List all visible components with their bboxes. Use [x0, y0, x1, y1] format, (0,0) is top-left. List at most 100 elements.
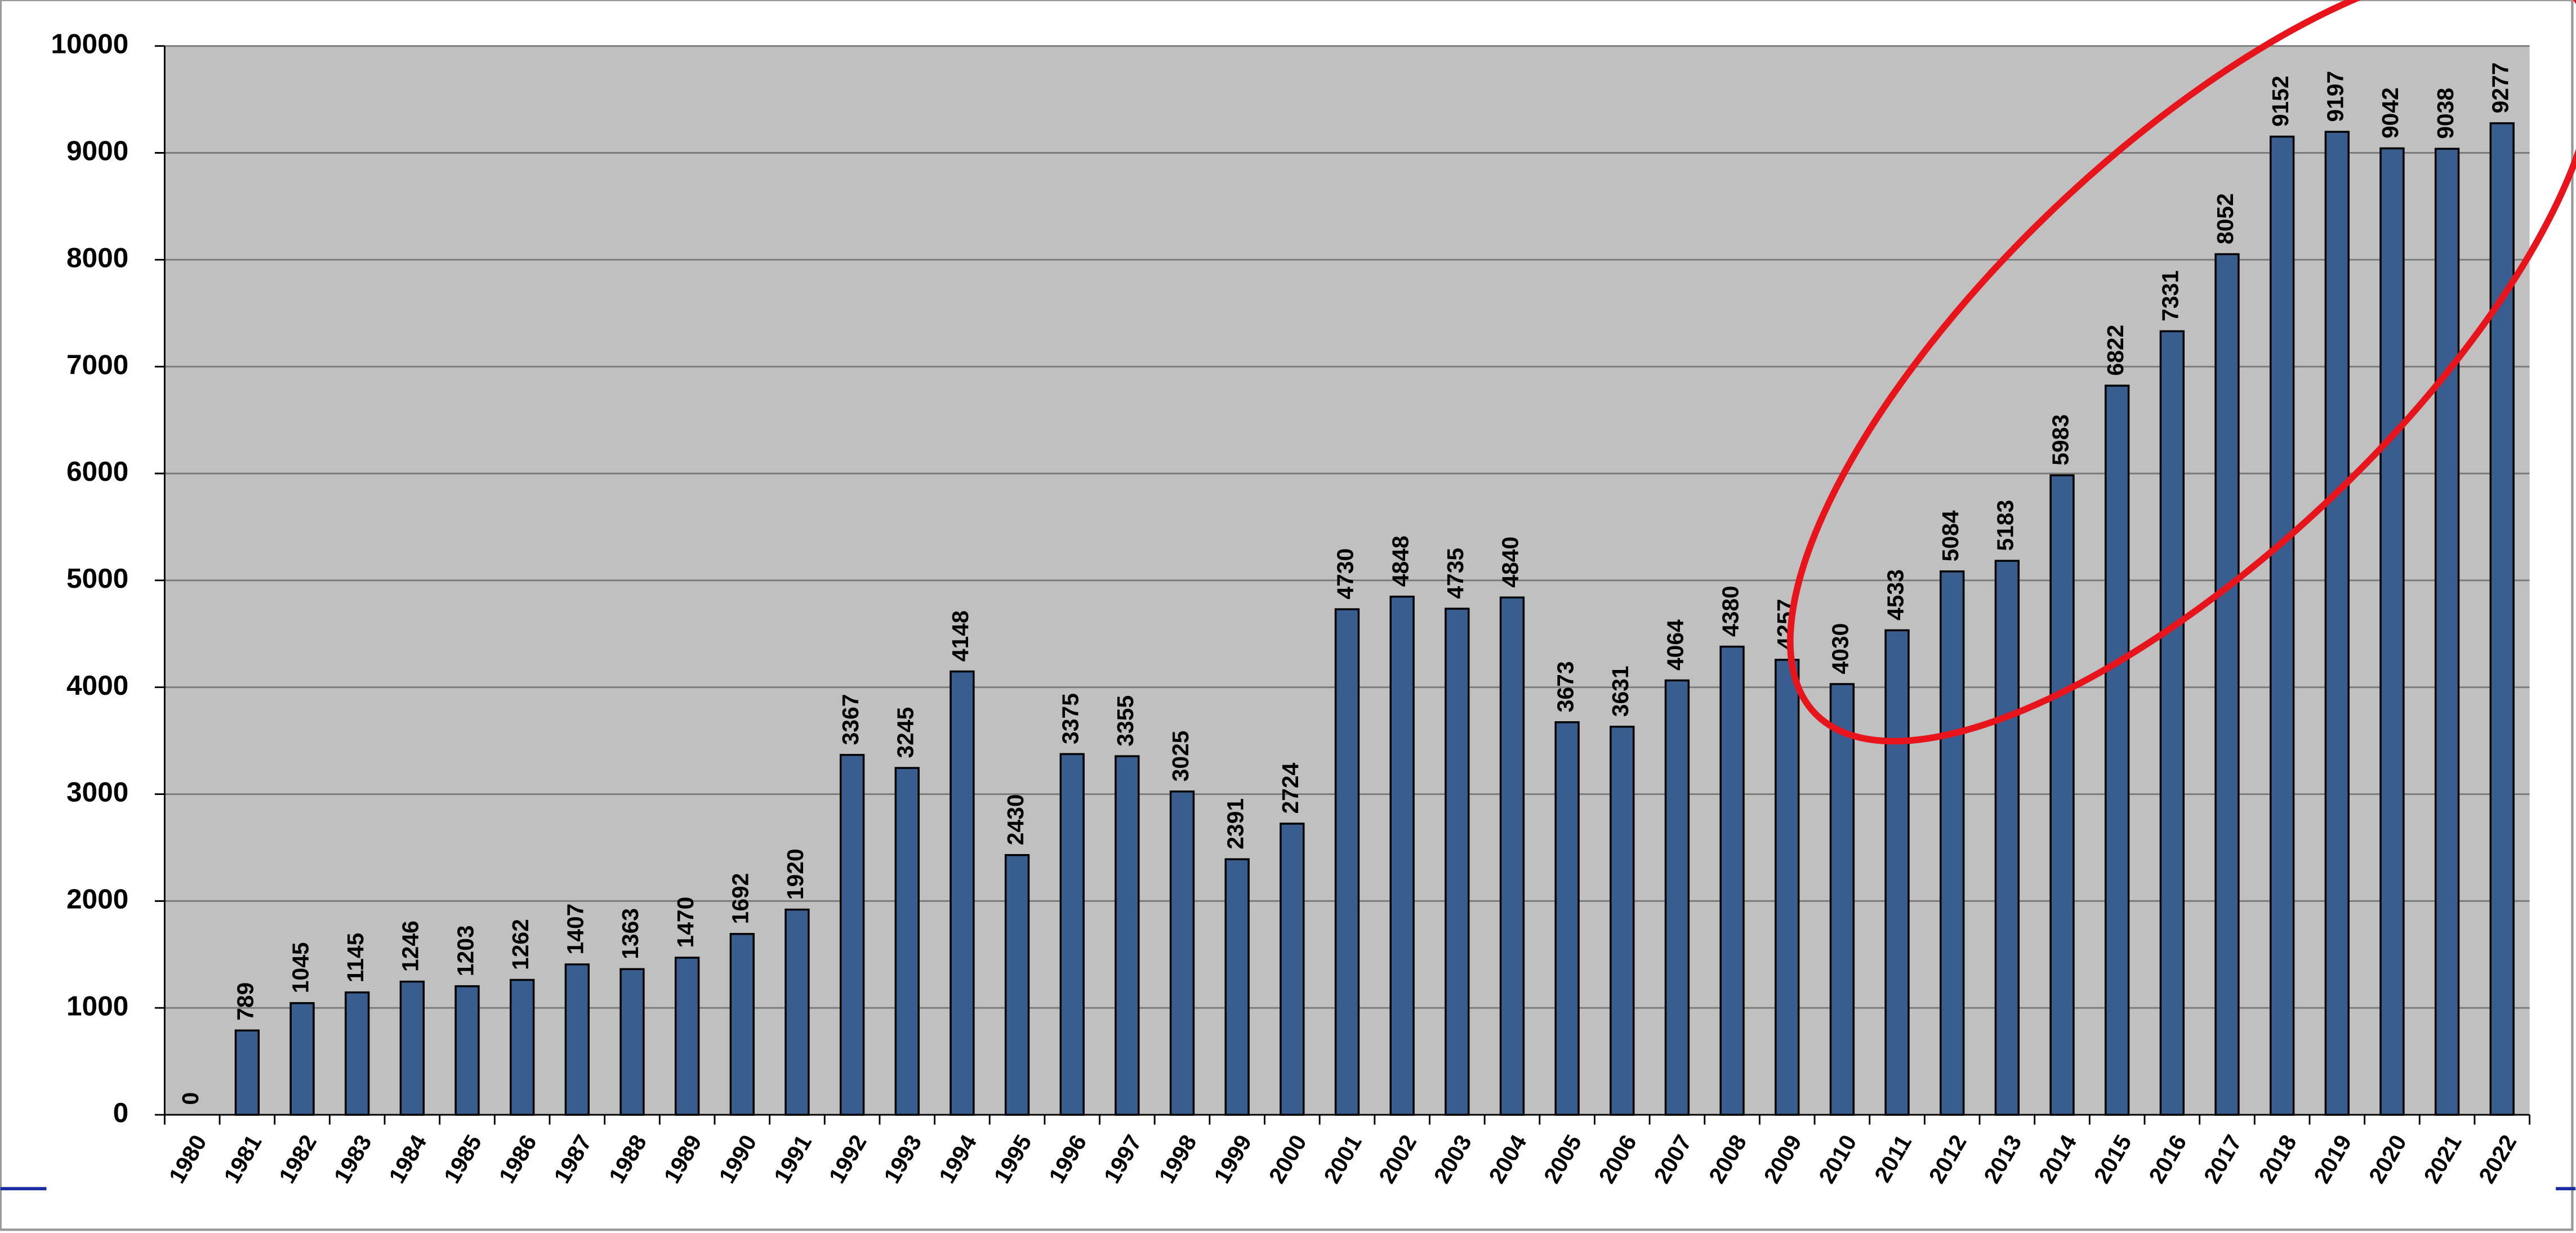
value-label: 4840	[1498, 537, 1523, 588]
bar	[2379, 147, 2405, 1116]
bar	[1994, 560, 2020, 1116]
value-label: 9038	[2432, 88, 2458, 139]
value-label: 1246	[398, 921, 424, 972]
bar	[2159, 330, 2185, 1116]
bar	[2214, 253, 2240, 1116]
bar	[1004, 854, 1030, 1116]
bar	[1610, 725, 1635, 1116]
bar	[1389, 595, 1415, 1116]
value-label: 1363	[617, 908, 643, 959]
y-tick-label: 9000	[66, 135, 128, 167]
value-label: 1145	[342, 933, 368, 983]
y-tick-label: 8000	[66, 242, 128, 273]
bar	[2269, 135, 2295, 1116]
bar	[950, 670, 975, 1116]
value-label: 4030	[1828, 623, 1853, 674]
value-label: 9152	[2267, 75, 2293, 127]
value-label: 3375	[1057, 693, 1083, 744]
bar	[2104, 385, 2130, 1116]
bar	[2324, 131, 2350, 1116]
highlight-ellipse	[1786, 0, 2576, 745]
value-label: 3355	[1112, 695, 1138, 747]
bar	[1059, 753, 1085, 1116]
value-label: 3245	[893, 707, 919, 758]
y-tick-label: 4000	[66, 669, 128, 701]
value-label: 4730	[1332, 548, 1358, 600]
value-label: 1045	[287, 942, 313, 993]
value-label: 4380	[1717, 586, 1743, 637]
bar	[674, 957, 700, 1116]
y-tick-label: 3000	[66, 776, 128, 808]
y-tick-label: 10000	[51, 28, 128, 60]
value-label: 4064	[1663, 619, 1688, 671]
bar	[1664, 679, 1690, 1116]
value-label: 1920	[782, 848, 808, 900]
value-label: 1692	[728, 873, 754, 924]
bar	[1499, 596, 1525, 1116]
bar	[1115, 755, 1140, 1116]
y-tick-label: 7000	[66, 349, 128, 380]
y-tick-label: 2000	[66, 883, 128, 914]
bar	[1554, 721, 1580, 1116]
bar	[345, 991, 370, 1116]
bar	[564, 963, 590, 1116]
bar	[1719, 645, 1745, 1116]
bar	[1224, 858, 1250, 1116]
bar	[729, 933, 755, 1116]
value-label: 6822	[2102, 325, 2128, 376]
bar	[1169, 790, 1195, 1116]
value-label: 5183	[1993, 500, 2018, 551]
bar	[399, 980, 425, 1116]
bar	[1940, 570, 1965, 1116]
value-label: 1262	[507, 919, 533, 970]
bar	[1829, 683, 1855, 1116]
value-label: 2430	[1002, 794, 1028, 845]
value-label: 9197	[2323, 71, 2348, 122]
y-tick-label: 0	[113, 1097, 129, 1128]
bar	[839, 754, 865, 1116]
bar	[1775, 659, 1800, 1116]
value-label: 4848	[1387, 535, 1413, 587]
value-label: 2391	[1222, 798, 1248, 850]
y-tick-label: 1000	[66, 990, 128, 1021]
bar	[2434, 148, 2460, 1116]
y-tick-label: 5000	[66, 562, 128, 594]
bar	[1445, 607, 1470, 1116]
bar	[454, 985, 480, 1116]
value-label: 9277	[2488, 62, 2513, 114]
bar	[2049, 474, 2075, 1116]
y-tick-label: 6000	[66, 455, 128, 487]
value-label: 3631	[1607, 665, 1633, 717]
value-label: 1470	[672, 897, 698, 948]
value-label: 789	[233, 982, 259, 1021]
value-label: 5084	[1937, 510, 1963, 561]
bar	[2489, 122, 2515, 1116]
bar	[785, 908, 810, 1116]
bar	[509, 979, 535, 1116]
value-label: 7331	[2158, 270, 2183, 321]
bar	[894, 767, 920, 1116]
value-label: 8052	[2212, 193, 2238, 244]
value-label: 4735	[1442, 548, 1468, 599]
value-label: 5983	[2047, 414, 2073, 466]
value-label: 4533	[1882, 569, 1908, 620]
marks: 0 1000 2000 3000 4000 5000 6000 7000 8000 9000 100…	[51, 28, 2531, 1187]
value-label: 0	[177, 1092, 203, 1105]
bar	[1334, 608, 1360, 1116]
bar	[1280, 823, 1305, 1116]
bar	[234, 1029, 260, 1116]
value-label: 1203	[452, 925, 478, 976]
bar	[620, 968, 645, 1116]
value-label: 4148	[947, 610, 973, 662]
bar	[289, 1002, 315, 1116]
value-label: 3025	[1167, 730, 1193, 781]
value-label: 2724	[1277, 762, 1303, 814]
value-label: 3367	[837, 694, 863, 745]
bar	[1884, 629, 1910, 1116]
value-label: 1407	[563, 904, 589, 955]
value-label: 9042	[2377, 87, 2403, 139]
value-label: 3673	[1552, 661, 1578, 712]
